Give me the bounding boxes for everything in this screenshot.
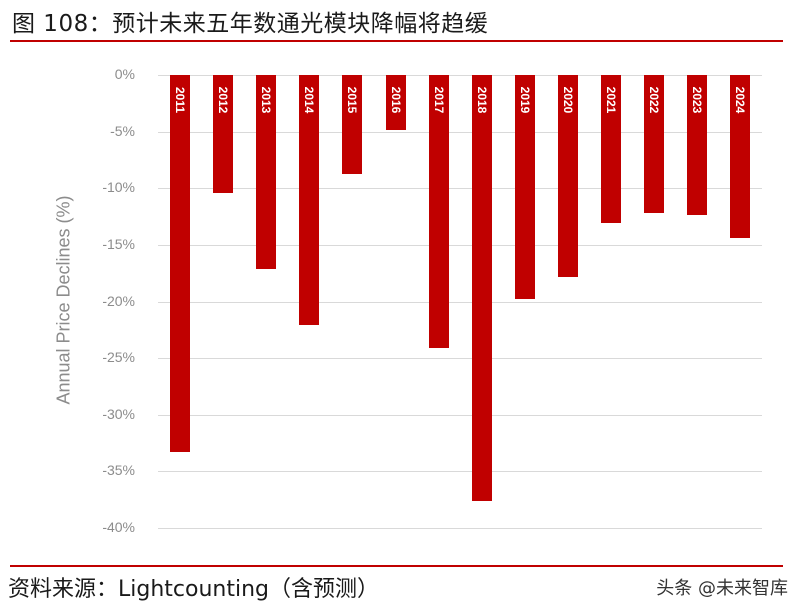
bar-category-label: 2022 [647,86,661,114]
bar-chart: Annual Price Declines (%) 0% -5% -10% -15% -… [54,66,762,535]
watermark: 头条 @未来智库 [656,578,788,599]
bar-2020: 2020 [558,75,578,277]
bar-category-label: 2024 [733,86,747,114]
bar-category-label: 2018 [475,86,489,114]
bar-category-label: 2016 [389,86,403,114]
gridline [158,132,762,133]
y-tick-label: -25% [102,349,135,365]
bar-2016: 2016 [386,75,406,130]
bar-category-label: 2014 [302,86,316,114]
bar-2019: 2019 [515,75,535,299]
y-tick-label: -15% [102,236,135,252]
y-tick-label: -10% [102,179,135,195]
source-note: 资料来源：Lightcounting（含预测） [8,577,379,602]
bar-category-label: 2020 [561,86,575,114]
bar-category-label: 2017 [432,86,446,114]
gridline [158,358,762,359]
source-divider [10,565,783,567]
bar-category-label: 2021 [604,86,618,114]
y-tick-label: 0% [114,66,135,82]
bar-2021: 2021 [601,75,621,223]
gridline [158,415,762,416]
bar-category-label: 2011 [173,86,187,114]
bar-2017: 2017 [429,75,449,348]
y-tick-label: -5% [110,123,135,139]
bar-2024: 2024 [730,75,750,238]
gridline [158,75,762,76]
y-tick-label: -35% [102,462,135,478]
bar-2011: 2011 [170,75,190,452]
bar-category-label: 2013 [259,86,273,114]
bar-2022: 2022 [644,75,664,213]
y-tick-label: -30% [102,406,135,422]
bar-2023: 2023 [687,75,707,215]
gridline [158,471,762,472]
figure-title: 图 108：预计未来五年数通光模块降幅将趋缓 [12,11,489,37]
bar-2013: 2013 [256,75,276,269]
gridline [158,188,762,189]
y-tick-label: -20% [102,293,135,309]
bar-2015: 2015 [342,75,362,174]
bar-category-label: 2012 [216,86,230,114]
title-divider [10,40,783,42]
bar-2014: 2014 [299,75,319,325]
bar-category-label: 2019 [518,86,532,114]
gridline [158,245,762,246]
gridline [158,528,762,529]
bar-2012: 2012 [213,75,233,193]
bar-category-label: 2015 [345,86,359,114]
y-tick-label: -40% [102,519,135,535]
gridline [158,302,762,303]
bar-category-label: 2023 [690,86,704,114]
bar-2018: 2018 [472,75,492,501]
